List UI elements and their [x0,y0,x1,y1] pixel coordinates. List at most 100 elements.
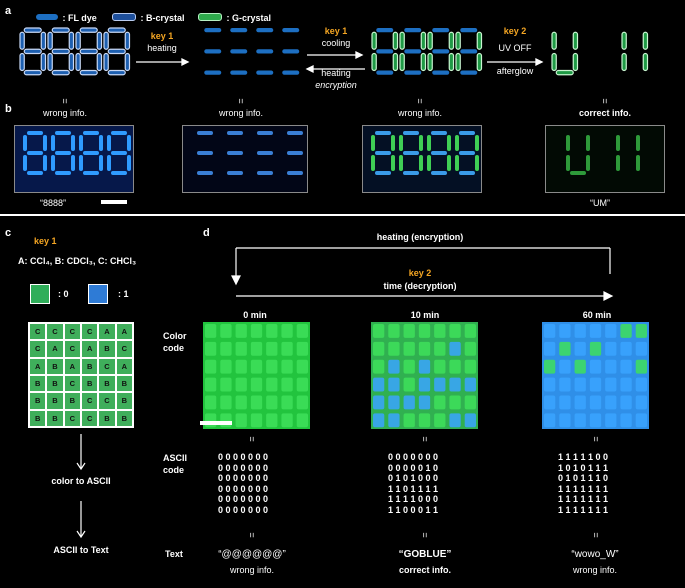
segment-f [566,135,570,151]
c-swatch-0 [30,284,50,304]
segment-a [204,28,222,33]
segment-g [403,151,419,155]
segment-g [230,49,248,54]
color-cell [388,359,400,374]
segment-g [376,49,394,54]
color-cell [296,324,308,338]
color-cell [373,359,385,374]
color-cell [205,377,217,392]
color-cell [605,359,617,374]
segment-c [572,52,579,72]
b-photo-3-digits [371,131,479,175]
color-cell [544,341,556,356]
segment-a [230,28,248,33]
grid-cell: C [99,393,115,409]
b-caption-4: correct info. [578,108,631,118]
color-cell [635,413,647,428]
digits-dash [204,28,300,75]
color-cell [205,324,217,338]
color-cell [589,413,602,428]
c-step1: color to ASCII [51,476,111,486]
color-cell [403,324,415,338]
grid-cell: A [99,324,115,340]
color-cell [296,377,308,392]
legend-text-fl: : FL dye [62,13,97,23]
segment-c [127,155,131,171]
color-cell [605,395,617,410]
color-cell [373,324,385,338]
grid-cell: C [64,341,80,357]
color-cell [559,413,571,428]
color-cell [373,377,385,392]
color-cell [388,395,400,410]
c-label-0: : 0 [58,289,69,299]
a-step3-bottom: afterglow [496,66,534,76]
d-color-0-cells [205,324,308,428]
grid-cell: A [47,341,63,357]
color-cell [449,377,461,392]
d-color-60 [542,322,649,429]
segment-e [107,155,111,171]
segment-c [419,155,423,171]
color-cell [388,377,400,392]
color-cell [574,359,586,374]
segment-c [476,52,483,72]
d-ascii-10: 0 0 0 0 0 0 0 0 0 0 0 0 1 0 0 1 0 1 0 0 … [388,452,439,515]
grid-cell: C [30,341,46,357]
d-arrows [231,247,614,301]
d-eq-a2: = [591,436,601,442]
segment-e [79,155,83,171]
grid-cell: B [47,393,63,409]
color-cell [635,359,647,374]
segment-c [99,155,103,171]
segment-b [447,135,451,151]
segment-d [111,171,127,175]
segment-d [459,171,475,175]
segment-a [27,131,43,135]
color-cell [544,395,556,410]
grid-cell: C [47,324,63,340]
grid-cell: C [81,410,98,426]
color-cell [296,413,308,428]
color-cell [281,377,293,392]
segment-g [287,151,303,155]
color-cell [250,413,263,428]
segment-a [197,131,213,135]
segment-c [642,52,649,72]
color-cell [635,341,647,356]
b-photo-1-digits [23,131,131,175]
color-cell [589,395,602,410]
d-eq-t1: = [420,532,430,538]
color-cell [589,341,602,356]
c-swatch-1 [88,284,108,304]
color-cell [589,324,602,338]
segment-b [448,31,455,50]
color-cell [296,359,308,374]
segment-f [107,135,111,151]
d-text-60: “wowo_W” [571,549,619,560]
segment-g [256,49,274,54]
color-cell [574,377,586,392]
segment-c [124,52,131,72]
color-cell [205,395,217,410]
segment-a [375,131,391,135]
segment-e [616,155,620,171]
segment-g [107,48,126,55]
segment-g [23,48,42,55]
d-row-ascii: ASCII code [163,453,188,475]
segment-d [431,171,447,175]
segment-a [227,131,243,135]
b-photo-2-digits [197,131,303,175]
segment-f [427,31,433,50]
segment-f [455,31,461,50]
segment-g [460,49,478,54]
color-cell [266,413,278,428]
digits-8888 [19,27,131,76]
legend-swatch-g [198,12,222,21]
color-cell [235,359,247,374]
color-cell [574,341,586,356]
color-cell [434,359,446,374]
color-cell [250,377,263,392]
legend-fl-dye: : FL dye [36,8,97,26]
